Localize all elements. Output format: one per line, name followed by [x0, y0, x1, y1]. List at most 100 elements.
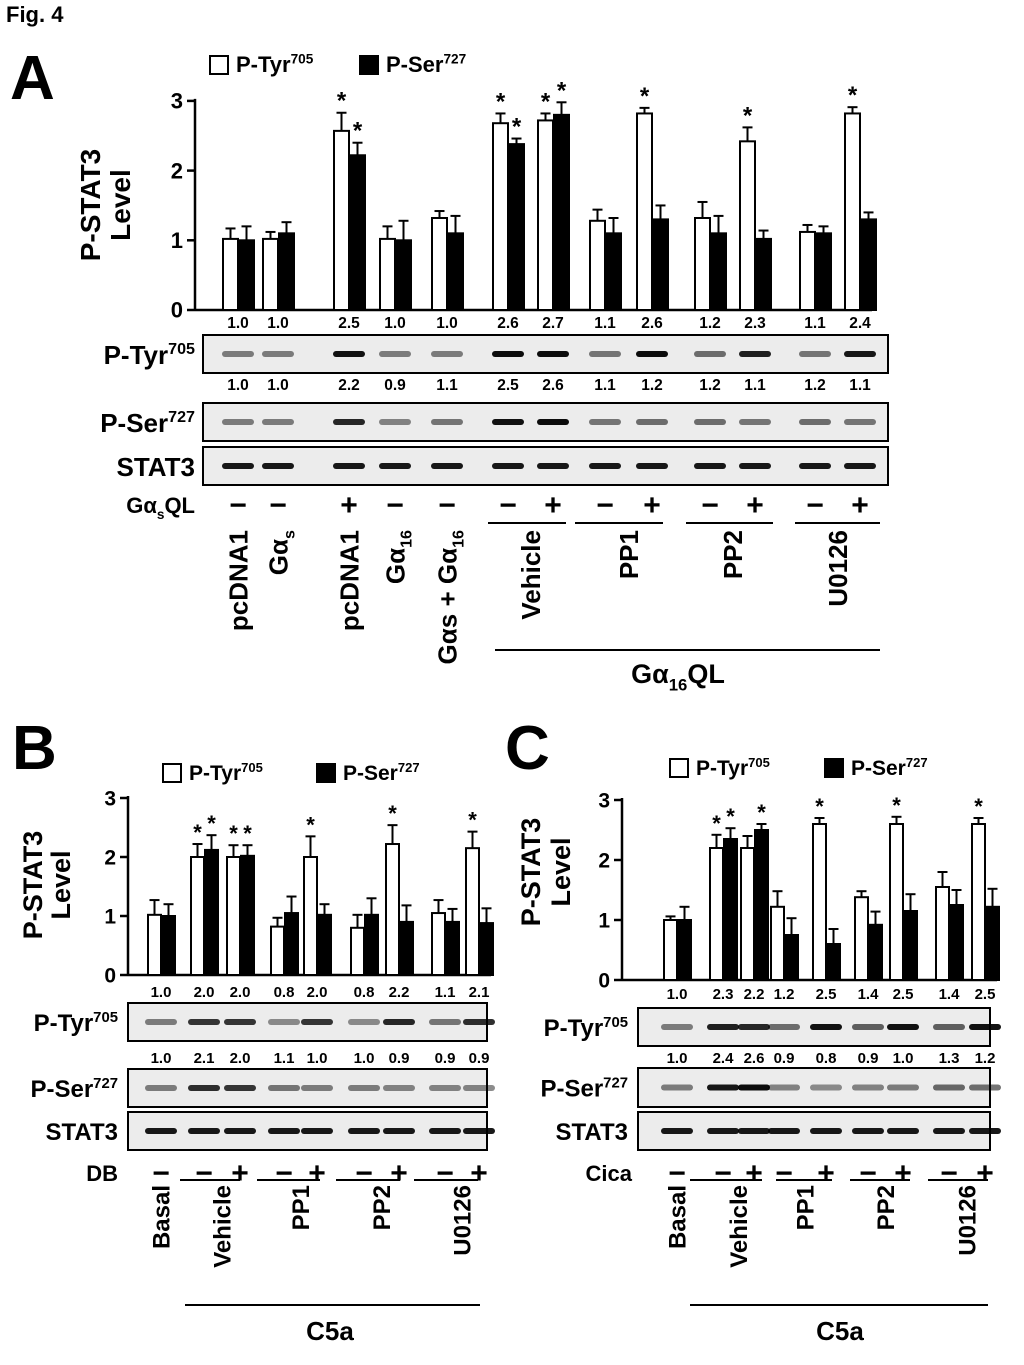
blot-band: [268, 1019, 300, 1025]
sign-plus: +: [745, 1157, 763, 1190]
ratio-ser: 0.9: [858, 1050, 879, 1067]
group-label: PP1: [793, 1185, 820, 1230]
bar-tyr: [465, 847, 480, 977]
blot-label-tyr: P-Tyr705: [104, 340, 195, 370]
bar-ser: [204, 848, 219, 976]
blot-band: [463, 1128, 495, 1134]
bar-ser: [605, 232, 622, 311]
sign-plus: +: [643, 489, 661, 522]
treatment-label: Cica: [586, 1161, 633, 1186]
ratio-tyr: 1.0: [667, 986, 688, 1003]
treatment-label: DB: [86, 1161, 118, 1186]
bottom-label: C5a: [306, 1316, 354, 1346]
bottom-label: C5a: [816, 1316, 864, 1346]
bar-tyr: [350, 926, 365, 976]
blot-band: [768, 1024, 800, 1030]
ratio-ser: 1.0: [267, 377, 289, 394]
sign-minus: −: [386, 489, 404, 522]
blot-label-ser: P-Ser727: [100, 408, 195, 438]
blot-band: [810, 1128, 842, 1134]
y-axis-label-line1: P-STAT3: [75, 149, 106, 262]
y-tick-label: 0: [598, 969, 610, 992]
blot-band: [694, 419, 726, 425]
sign-minus: −: [269, 489, 287, 522]
group-label: Basal: [149, 1185, 176, 1249]
sign-plus: +: [746, 489, 764, 522]
bar-ser: [784, 934, 799, 981]
blot-band: [810, 1084, 842, 1091]
ratio-ser: 1.2: [975, 1050, 996, 1067]
significance-star: *: [541, 88, 551, 115]
legend-swatch-open: [162, 763, 182, 783]
y-tick-label: 2: [104, 846, 116, 869]
significance-star: *: [306, 812, 315, 837]
sign-plus: +: [390, 1157, 408, 1190]
ratio-ser: 1.1: [436, 377, 458, 394]
ratio-ser: 0.9: [384, 377, 406, 394]
blot-band: [268, 1128, 300, 1134]
blot-band: [694, 463, 726, 469]
blot-band: [492, 419, 524, 425]
ratio-tyr: 1.2: [699, 315, 721, 332]
y-axis-label-line2: Level: [46, 850, 76, 919]
blot-band: [969, 1024, 1001, 1030]
y-tick-label: 2: [171, 158, 183, 183]
y-tick-label: 3: [104, 787, 116, 810]
legend-label-ser: P-Ser727: [386, 52, 466, 77]
blot-band: [589, 419, 621, 425]
ratio-tyr: 2.3: [713, 986, 734, 1003]
significance-star: *: [757, 800, 766, 825]
bar-ser: [815, 232, 832, 311]
blot-band: [492, 463, 524, 469]
blot-band: [636, 351, 668, 357]
blot-band: [694, 351, 726, 357]
ratio-tyr: 1.0: [384, 315, 406, 332]
legend-label-ser: P-Ser727: [343, 760, 420, 785]
bar-tyr: [147, 913, 162, 977]
bar-ser: [278, 232, 295, 311]
y-tick-label: 3: [598, 789, 610, 812]
blot-label-tyr: P-Tyr705: [544, 1015, 628, 1042]
ratio-tyr: 2.7: [542, 315, 564, 332]
blot-band: [224, 1019, 256, 1025]
sign-plus: +: [976, 1157, 994, 1190]
blot-band: [333, 419, 365, 425]
bar-ser: [317, 913, 332, 977]
blot-ser: [202, 402, 889, 442]
blot-band: [383, 1085, 415, 1091]
blot-label-ser: P-Ser727: [540, 1076, 628, 1103]
blot-band: [383, 1019, 415, 1025]
blot-band: [333, 351, 365, 357]
bar-tyr: [190, 856, 205, 976]
blot-band: [383, 1128, 415, 1134]
significance-star: *: [974, 794, 983, 819]
bar-tyr: [537, 119, 554, 311]
significance-star: *: [848, 82, 858, 109]
bar-ser: [677, 919, 692, 981]
ratio-ser: 1.1: [594, 377, 616, 394]
ratio-ser: 1.0: [227, 377, 249, 394]
bar-ser: [238, 239, 255, 311]
blot-band: [933, 1128, 965, 1134]
y-tick-label: 3: [171, 89, 183, 114]
bar-ser: [949, 904, 964, 981]
ratio-tyr: 1.0: [436, 315, 458, 332]
treatment-label: GαsQL: [126, 493, 195, 522]
blot-band: [262, 351, 294, 357]
ratio-tyr: 1.0: [227, 315, 249, 332]
blot-band: [145, 1019, 177, 1025]
bar-tyr: [270, 925, 285, 976]
blot-band: [589, 351, 621, 357]
bar-ser: [349, 154, 366, 311]
ratio-tyr: 1.0: [267, 315, 289, 332]
sign-minus: −: [229, 489, 247, 522]
blot-band: [852, 1128, 884, 1134]
ratio-ser: 2.0: [230, 1050, 251, 1067]
sign-minus: −: [714, 1157, 732, 1190]
legend-label-ser: P-Ser727: [851, 755, 928, 780]
significance-star: *: [353, 118, 363, 145]
bar-ser: [652, 218, 669, 311]
blot-band: [145, 1085, 177, 1091]
